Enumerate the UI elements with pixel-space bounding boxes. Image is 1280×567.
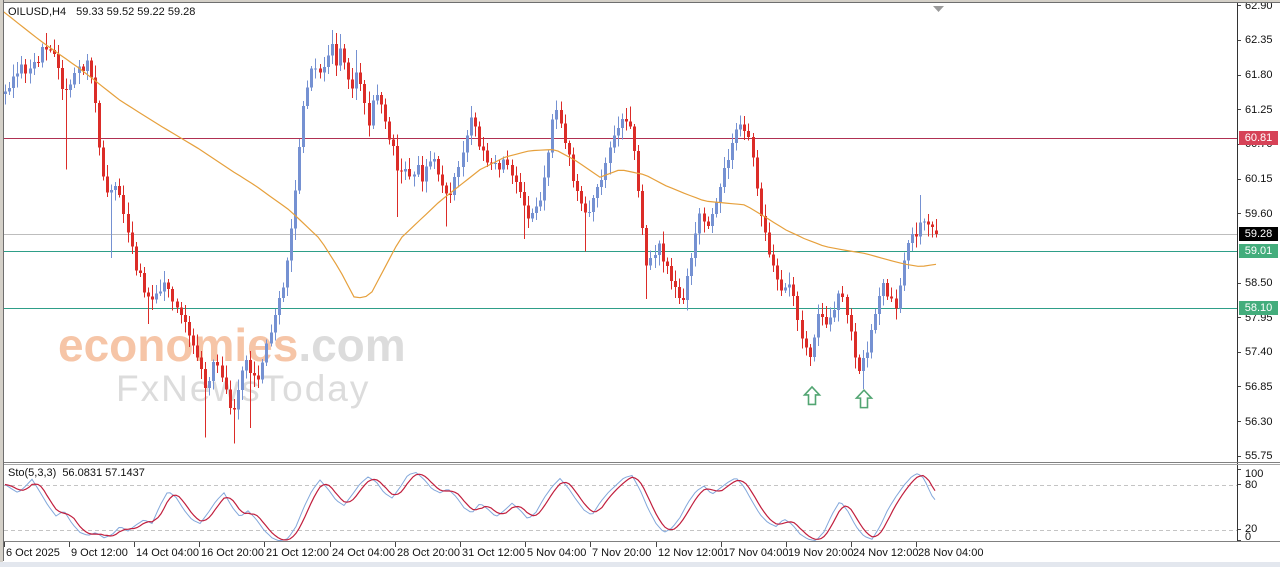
time-tick-label: 24 Oct 04:00 — [332, 547, 395, 559]
chart-shift-marker-icon[interactable] — [933, 6, 944, 12]
price-tick-label: 62.90 — [1245, 0, 1273, 12]
level-lines — [4, 138, 1237, 309]
time-tick-mark — [656, 542, 657, 547]
watermark-brand-line: economies.com — [58, 322, 406, 368]
price-tick-mark — [1237, 283, 1241, 284]
price-tick-label: 58.50 — [1245, 277, 1273, 289]
time-tick-mark — [134, 542, 135, 547]
time-tick-label: 19 Nov 20:00 — [788, 547, 854, 559]
window-bottom-strip — [0, 562, 1280, 567]
price-tick-label: 60.15 — [1245, 173, 1273, 185]
time-tick-mark — [395, 542, 396, 547]
time-tick-mark — [786, 542, 787, 547]
price-tick-label: 62.35 — [1245, 34, 1273, 46]
symbol-period-label: OILUSD,H4 — [8, 6, 67, 18]
price-tick-mark — [1237, 456, 1241, 457]
price-tick-mark — [1237, 40, 1241, 41]
time-tick-label: 24 Nov 12:00 — [853, 547, 919, 559]
time-tick-mark — [525, 542, 526, 547]
price-badge-60-81: 60.81 — [1239, 131, 1278, 145]
moving-average-line — [0, 8, 937, 299]
price-tick-mark — [1237, 386, 1241, 387]
time-tick-mark — [851, 542, 852, 547]
pane-separator-shadow — [0, 464, 1280, 465]
stochastic-main-line — [4, 471, 936, 542]
price-badge-58-10: 58.10 — [1239, 301, 1278, 315]
price-badge-59-01: 59.01 — [1239, 244, 1278, 258]
time-tick-label: 14 Oct 04:00 — [136, 547, 199, 559]
stochastic-signal-line — [4, 473, 936, 541]
time-tick-label: 16 Oct 20:00 — [201, 547, 264, 559]
price-tick-label: 56.85 — [1245, 381, 1273, 393]
time-tick-label: 6 Oct 2025 — [6, 547, 60, 559]
oscillator-tick-mark — [1237, 484, 1241, 485]
buy-arrows — [802, 385, 874, 409]
time-tick-mark — [4, 542, 5, 547]
time-tick-label: 5 Nov 04:00 — [527, 547, 587, 559]
time-tick-mark — [916, 542, 917, 547]
time-tick-mark — [264, 542, 265, 547]
price-tick-label: 55.75 — [1245, 450, 1273, 462]
time-tick-mark — [69, 542, 70, 547]
stochastic-name: Sto(5,3,3) — [8, 467, 57, 479]
oscillator-tick-mark — [1237, 540, 1241, 541]
stochastic-label: Sto(5,3,3) 56.0831 57.1437 — [8, 467, 145, 479]
ohlc-values: 59.33 59.52 59.22 59.28 — [76, 6, 196, 18]
watermark-brand-suffix: .com — [298, 319, 406, 371]
time-tick-label: 12 Nov 12:00 — [658, 547, 724, 559]
price-tick-mark — [1237, 109, 1241, 110]
time-tick-label: 31 Oct 12:00 — [462, 547, 525, 559]
price-axis-border — [1237, 2, 1238, 542]
window-left-border-line — [3, 0, 4, 561]
time-tick-label: 28 Nov 04:00 — [918, 547, 984, 559]
time-tick-label: 21 Oct 12:00 — [266, 547, 329, 559]
price-tick-mark — [1237, 421, 1241, 422]
price-tick-mark — [1237, 213, 1241, 214]
price-tick-mark — [1237, 352, 1241, 353]
up-arrow-icon — [802, 385, 822, 406]
price-tick-label: 57.40 — [1245, 346, 1273, 358]
time-tick-label: 28 Oct 20:00 — [397, 547, 460, 559]
price-tick-mark — [1237, 317, 1241, 318]
price-tick-label: 61.80 — [1245, 69, 1273, 81]
time-tick-label: 9 Oct 12:00 — [71, 547, 128, 559]
price-tick-label: 57.95 — [1245, 312, 1273, 324]
time-tick-label: 7 Nov 20:00 — [592, 547, 652, 559]
candlesticks — [4, 29, 938, 444]
up-arrow-icon — [854, 388, 874, 409]
window-left-border — [0, 0, 3, 562]
price-tick-label: 61.25 — [1245, 104, 1273, 116]
price-tick-mark — [1237, 75, 1241, 76]
time-tick-mark — [199, 542, 200, 547]
watermark-brand: economies — [58, 319, 299, 371]
stochastic-pane — [4, 471, 1237, 542]
pane-separator[interactable] — [0, 462, 1280, 463]
price-tick-label: 56.30 — [1245, 416, 1273, 428]
time-tick-label: 17 Nov 04:00 — [723, 547, 789, 559]
price-badge-59-28: 59.28 — [1239, 227, 1278, 241]
price-tick-label: 59.60 — [1245, 208, 1273, 220]
time-tick-mark — [460, 542, 461, 547]
window-top-border-line — [0, 2, 1280, 3]
oscillator-bottom-border — [0, 541, 1280, 542]
oscillator-tick-label: 0 — [1245, 531, 1252, 543]
time-tick-mark — [330, 542, 331, 547]
oscillator-tick-mark — [1237, 529, 1241, 530]
chart-title: OILUSD,H4 59.33 59.52 59.22 59.28 — [8, 6, 195, 18]
price-tick-mark — [1237, 179, 1241, 180]
oscillator-tick-label: 20 — [1245, 523, 1258, 535]
stochastic-values: 56.0831 57.1437 — [62, 467, 145, 479]
price-tick-mark — [1237, 5, 1241, 6]
watermark: economies.com FxNewsToday — [58, 322, 406, 407]
oscillator-tick-mark — [1237, 469, 1241, 470]
oscillator-tick-label: 100 — [1245, 468, 1264, 480]
time-tick-mark — [590, 542, 591, 547]
window-top-border — [0, 0, 1280, 2]
oscillator-tick-label: 80 — [1245, 479, 1258, 491]
time-tick-mark — [721, 542, 722, 547]
